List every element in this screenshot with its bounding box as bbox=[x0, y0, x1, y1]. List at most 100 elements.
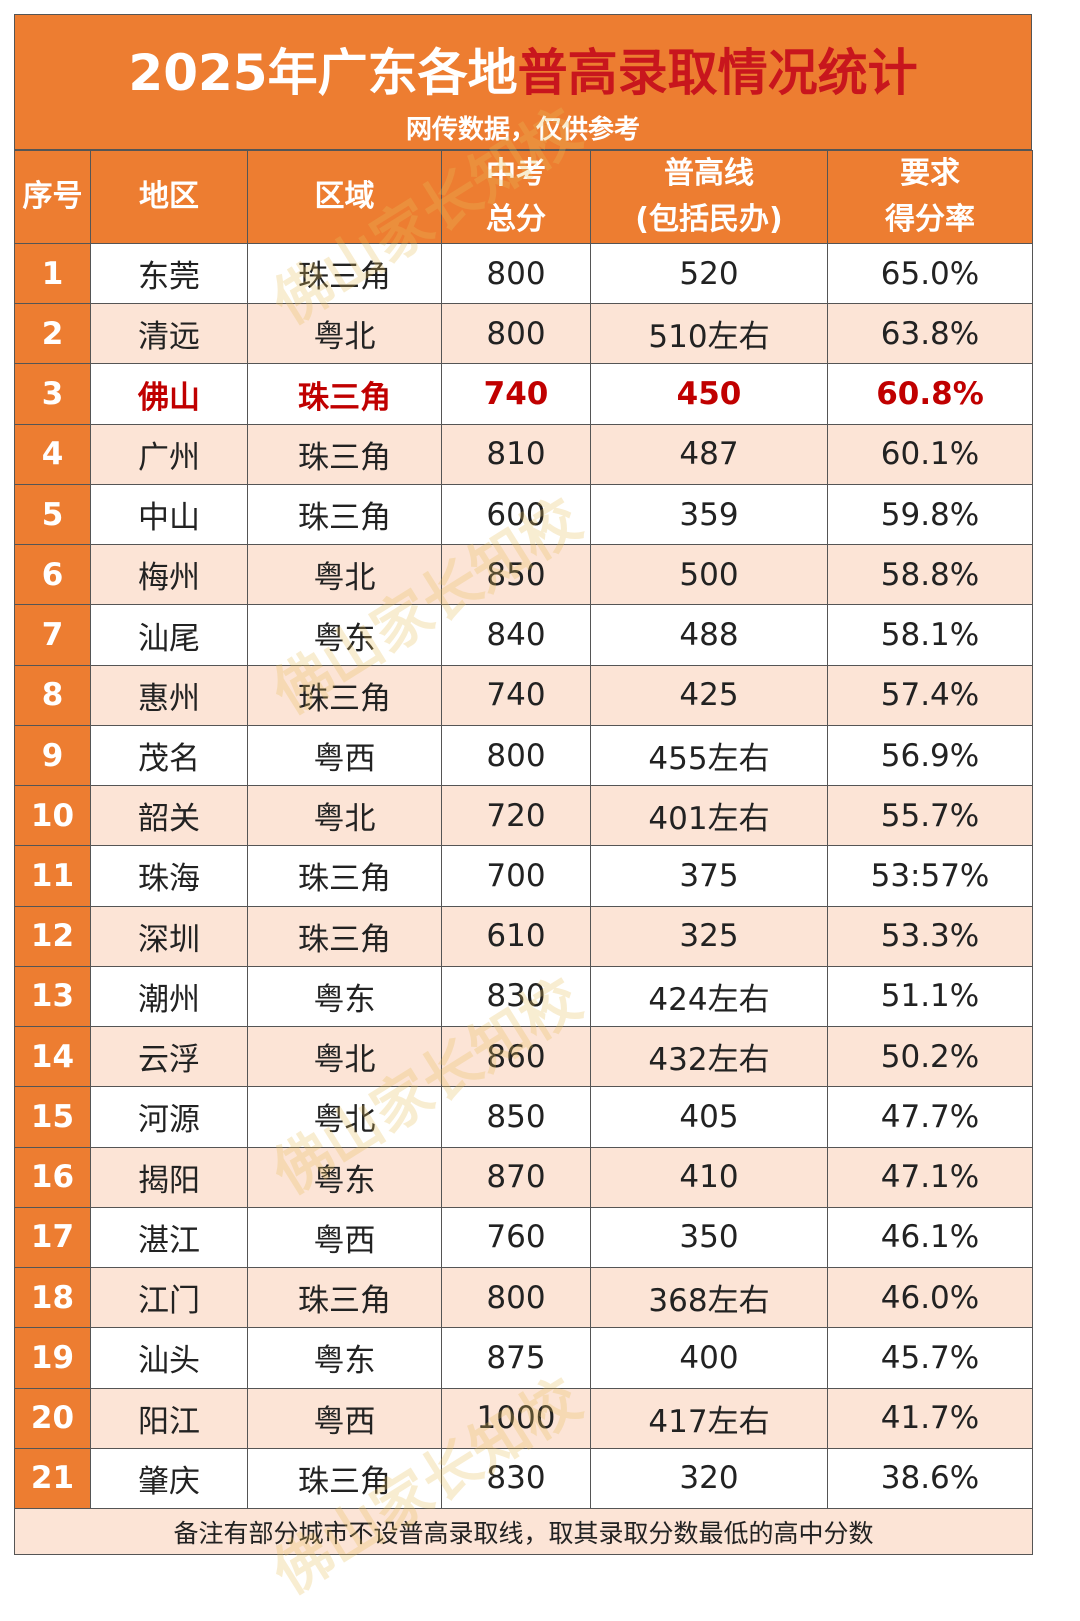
row-number: 15 bbox=[14, 1086, 91, 1148]
row-number: 17 bbox=[14, 1206, 91, 1269]
cell: 51.1% bbox=[827, 965, 1033, 1028]
row-number: 4 bbox=[14, 423, 91, 485]
cell: 41.7% bbox=[827, 1387, 1033, 1449]
row-number: 16 bbox=[14, 1146, 91, 1208]
cell: 600 bbox=[441, 483, 591, 546]
cell: 410 bbox=[590, 1146, 828, 1208]
cell: 830 bbox=[441, 965, 591, 1028]
cell: 38.6% bbox=[827, 1447, 1033, 1509]
cell: 375 bbox=[590, 845, 828, 907]
cell: 粤东 bbox=[247, 965, 442, 1028]
cell: 325 bbox=[590, 905, 828, 967]
cell: 汕尾 bbox=[90, 604, 248, 666]
cell: 肇庆 bbox=[90, 1447, 248, 1509]
cell: 830 bbox=[441, 1447, 591, 1509]
cell: 53.3% bbox=[827, 905, 1033, 967]
cell: 珠三角 bbox=[247, 423, 442, 485]
row-number: 13 bbox=[14, 965, 91, 1028]
cell: 510左右 bbox=[590, 303, 828, 365]
cell: 清远 bbox=[90, 303, 248, 365]
column-header: 序号 bbox=[14, 150, 91, 244]
cell: 粤北 bbox=[247, 303, 442, 365]
row-number: 9 bbox=[14, 724, 91, 787]
cell: 佛山 bbox=[90, 363, 248, 425]
cell: 487 bbox=[590, 423, 828, 485]
cell: 800 bbox=[441, 724, 591, 787]
cell: 江门 bbox=[90, 1267, 248, 1329]
cell: 47.7% bbox=[827, 1086, 1033, 1148]
cell: 417左右 bbox=[590, 1387, 828, 1449]
cell: 860 bbox=[441, 1026, 591, 1088]
cell: 珠三角 bbox=[247, 243, 442, 305]
row-number: 12 bbox=[14, 905, 91, 967]
cell: 46.1% bbox=[827, 1206, 1033, 1269]
title-highlight: 普高录取情况统计 bbox=[517, 44, 918, 102]
column-header: 地区 bbox=[90, 150, 248, 244]
cell: 610 bbox=[441, 905, 591, 967]
cell: 粤东 bbox=[247, 604, 442, 666]
subtitle: 网传数据，仅供参考 bbox=[405, 115, 640, 145]
cell: 粤东 bbox=[247, 1327, 442, 1389]
row-number: 3 bbox=[14, 363, 91, 425]
cell: 53:57% bbox=[827, 845, 1033, 907]
cell: 488 bbox=[590, 604, 828, 666]
cell: 500 bbox=[590, 544, 828, 606]
cell: 400 bbox=[590, 1327, 828, 1389]
cell: 401左右 bbox=[590, 785, 828, 847]
cell: 432左右 bbox=[590, 1026, 828, 1088]
cell: 珠三角 bbox=[247, 1267, 442, 1329]
cell: 58.1% bbox=[827, 604, 1033, 666]
cell: 惠州 bbox=[90, 664, 248, 726]
cell: 320 bbox=[590, 1447, 828, 1509]
cell: 875 bbox=[441, 1327, 591, 1389]
cell: 46.0% bbox=[827, 1267, 1033, 1329]
title-part: 2025年广东各地 bbox=[128, 44, 518, 102]
row-number: 21 bbox=[14, 1447, 91, 1509]
cell: 粤西 bbox=[247, 1206, 442, 1269]
cell: 粤西 bbox=[247, 724, 442, 787]
cell: 云浮 bbox=[90, 1026, 248, 1088]
cell: 55.7% bbox=[827, 785, 1033, 847]
cell: 800 bbox=[441, 1267, 591, 1329]
cell: 368左右 bbox=[590, 1267, 828, 1329]
column-header: 中考 总分 bbox=[441, 150, 591, 244]
cell: 粤西 bbox=[247, 1387, 442, 1449]
header-line: (包括民办) bbox=[635, 202, 783, 237]
cell: 潮州 bbox=[90, 965, 248, 1028]
cell: 740 bbox=[441, 363, 591, 425]
footnote: 备注有部分城市不设普高录取线，取其录取分数最低的高中分数 bbox=[14, 1508, 1033, 1555]
row-number: 7 bbox=[14, 604, 91, 666]
cell: 珠三角 bbox=[247, 664, 442, 726]
cell: 57.4% bbox=[827, 664, 1033, 726]
cell: 810 bbox=[441, 423, 591, 485]
title: 2025年广东各地普高录取情况统计 bbox=[15, 33, 1031, 105]
cell: 840 bbox=[441, 604, 591, 666]
title-block: 2025年广东各地普高录取情况统计 网传数据，仅供参考 bbox=[14, 14, 1032, 150]
cell: 珠三角 bbox=[247, 845, 442, 907]
cell: 50.2% bbox=[827, 1026, 1033, 1088]
header-line: 地区 bbox=[139, 179, 199, 214]
cell: 405 bbox=[590, 1086, 828, 1148]
cell: 粤北 bbox=[247, 785, 442, 847]
cell: 珠三角 bbox=[247, 905, 442, 967]
cell: 47.1% bbox=[827, 1146, 1033, 1208]
cell: 850 bbox=[441, 544, 591, 606]
cell: 800 bbox=[441, 243, 591, 305]
cell: 深圳 bbox=[90, 905, 248, 967]
cell: 450 bbox=[590, 363, 828, 425]
cell: 850 bbox=[441, 1086, 591, 1148]
row-number: 18 bbox=[14, 1267, 91, 1329]
cell: 粤北 bbox=[247, 544, 442, 606]
header-line: 区域 bbox=[314, 179, 375, 214]
cell: 阳江 bbox=[90, 1387, 248, 1449]
cell: 广州 bbox=[90, 423, 248, 485]
cell: 东莞 bbox=[90, 243, 248, 305]
row-number: 20 bbox=[14, 1387, 91, 1449]
row-number: 1 bbox=[14, 243, 91, 305]
cell: 870 bbox=[441, 1146, 591, 1208]
cell: 424左右 bbox=[590, 965, 828, 1028]
cell: 359 bbox=[590, 483, 828, 546]
cell: 455左右 bbox=[590, 724, 828, 787]
cell: 60.1% bbox=[827, 423, 1033, 485]
cell: 740 bbox=[441, 664, 591, 726]
